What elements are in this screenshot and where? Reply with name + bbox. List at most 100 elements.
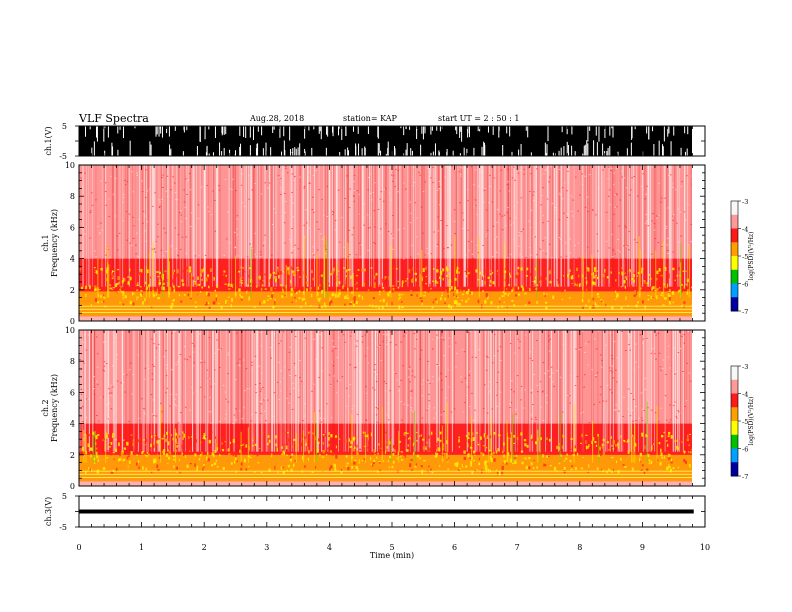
spectrogram-streak [465, 330, 467, 452]
spectrogram-speckle [454, 220, 456, 222]
spectrogram-sferic [257, 462, 260, 464]
spectrogram-sferic [240, 296, 243, 301]
spectrogram-speckle [474, 199, 477, 201]
spectrogram-sferic [442, 459, 444, 461]
spectrogram-streak [371, 165, 373, 287]
spectrogram-sferic [525, 287, 527, 292]
spectrogram-speckle [113, 342, 115, 344]
spectrogram-sferic [96, 435, 98, 440]
spectrogram-sferic [216, 447, 219, 450]
spectrogram-sferic [400, 451, 403, 453]
spectrogram-streak [283, 165, 285, 287]
spectrogram-speckle [684, 406, 686, 408]
spectrogram-sferic [476, 432, 478, 434]
waveform-gap [385, 153, 387, 156]
spectrogram-sferic [242, 277, 244, 279]
spectrogram-sferic [683, 450, 686, 454]
spectrogram-streak [597, 330, 599, 452]
waveform-gap [511, 151, 513, 156]
spectrogram-streak [581, 165, 583, 287]
spectrogram-sferic [189, 446, 192, 450]
spectrogram-speckle [110, 175, 112, 177]
spectrogram-sferic [258, 447, 261, 449]
spectrogram-speckle [348, 395, 350, 397]
spectrogram-streak [328, 165, 330, 287]
spectrogram-sferic [503, 301, 506, 303]
spectrogram-speckle [239, 365, 241, 367]
spectrogram-sferic [259, 301, 261, 306]
spectrogram-sferic [89, 285, 91, 289]
spectrogram-streak [332, 165, 335, 287]
spectrogram-sferic [544, 464, 547, 467]
waveform-gap [430, 152, 432, 156]
spectrogram-speckle [284, 330, 286, 332]
spectrogram-streak [267, 330, 268, 452]
spectrogram-sferic [676, 445, 679, 450]
spectrogram-speckle [642, 173, 644, 175]
spectrogram-sferic [570, 468, 573, 471]
spectrogram-streak [122, 165, 124, 287]
spectrogram-streak [684, 165, 685, 287]
spectrogram-sferic [455, 300, 458, 304]
waveform-gap [604, 126, 606, 139]
spectrogram-speckle [440, 414, 443, 416]
spectrogram-streak [611, 330, 613, 452]
spectrogram-sferic [117, 282, 120, 284]
spectrogram-sferic [330, 465, 333, 469]
spectrogram-streak [184, 165, 186, 287]
spectrogram-streak [219, 330, 221, 452]
spectrogram-sferic [214, 300, 216, 303]
spectrogram-sferic [203, 434, 206, 439]
spectrogram-speckle [483, 189, 486, 191]
spectrogram-sferic [490, 296, 492, 298]
spectrogram-sferic [427, 447, 430, 451]
spectrogram-streak [479, 165, 480, 287]
spectrogram-sferic [166, 458, 168, 463]
spectrogram-streak [147, 165, 149, 287]
spectrogram-sferic [610, 271, 612, 274]
spectrogram-speckle [627, 333, 629, 335]
spectrogram-sferic [130, 434, 133, 436]
spectrogram-sferic [599, 454, 602, 457]
spectrogram-sferic [602, 300, 604, 304]
waveform-gap [546, 144, 548, 156]
waveform-gap [403, 126, 405, 136]
spectrogram-sferic [644, 280, 646, 285]
spectrogram-speckle [207, 206, 209, 208]
spectrogram-streak [438, 330, 440, 452]
spectrogram-speckle [238, 364, 240, 366]
spectrogram-speckle [430, 253, 433, 255]
spectrogram-sferic [248, 267, 252, 270]
spectrogram-speckle [128, 213, 131, 215]
spectrogram-spike [390, 439, 392, 463]
spectrogram-streak [428, 165, 430, 287]
spectrogram-sferic [442, 268, 445, 272]
spectrogram-spike [108, 264, 110, 298]
spectrogram-sferic [488, 284, 491, 287]
spectrogram-speckle [583, 386, 585, 388]
spectrogram-sferic [90, 303, 92, 307]
spectrogram-speckle [611, 256, 614, 258]
spectrogram-speckle [668, 421, 671, 423]
spectrogram-sferic [388, 276, 390, 280]
spectrogram-sferic [622, 441, 625, 446]
spectrogram-streak [557, 330, 560, 452]
spectrogram-sferic [202, 269, 204, 273]
waveform-gap [582, 153, 584, 156]
spectrogram-speckle [510, 389, 513, 391]
spectrogram-speckle [657, 332, 660, 334]
spectrogram-sferic [489, 270, 492, 272]
spectrogram-sferic [89, 447, 93, 450]
spectrogram-speckle [608, 367, 611, 369]
spectrogram-sferic [487, 276, 490, 279]
spectrogram-streak [357, 330, 359, 452]
spectrogram-sferic [501, 297, 503, 300]
spectrogram-streak [121, 330, 124, 452]
spectrogram-speckle [392, 215, 394, 217]
spectrogram-streak [170, 165, 171, 287]
waveform-gap [673, 126, 675, 136]
spectrogram-sferic [502, 442, 505, 446]
spectrogram-speckle [609, 204, 612, 206]
spectrogram-sferic [650, 295, 653, 299]
spectrogram-speckle [150, 245, 152, 247]
